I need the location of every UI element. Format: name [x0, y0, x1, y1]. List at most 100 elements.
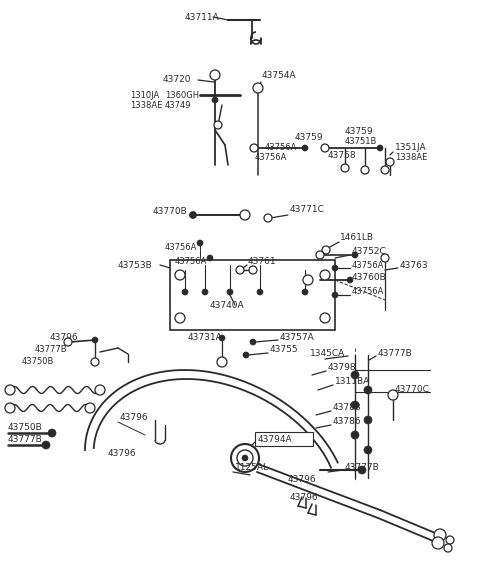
Text: 43786: 43786 [333, 417, 361, 426]
Text: 43720: 43720 [163, 76, 192, 85]
Circle shape [351, 431, 359, 439]
Circle shape [207, 255, 213, 261]
Text: 43796: 43796 [108, 448, 137, 457]
Circle shape [190, 212, 196, 218]
Text: 43777B: 43777B [35, 346, 68, 355]
Text: 43761: 43761 [248, 258, 276, 267]
Text: 43759: 43759 [295, 134, 324, 143]
Text: 43740A: 43740A [210, 301, 245, 310]
Circle shape [257, 289, 263, 295]
Text: 43763: 43763 [400, 261, 429, 270]
Text: 43756A: 43756A [255, 153, 288, 162]
Text: 1360GH: 1360GH [165, 90, 199, 99]
Text: 43754A: 43754A [262, 72, 297, 81]
Text: 43796: 43796 [288, 475, 317, 484]
Circle shape [381, 166, 389, 174]
Text: 43796: 43796 [290, 492, 319, 501]
Bar [255, 432, 313, 446]
Text: 1311BA: 1311BA [335, 377, 370, 386]
Circle shape [332, 292, 338, 298]
Text: 43771C: 43771C [290, 205, 325, 214]
Text: 1338AE: 1338AE [395, 153, 427, 162]
Text: 43770B: 43770B [153, 208, 188, 217]
Text: 43777B: 43777B [8, 435, 43, 444]
Text: 43756A: 43756A [352, 288, 384, 297]
Circle shape [364, 386, 372, 394]
Circle shape [320, 270, 330, 280]
Circle shape [92, 337, 98, 343]
Circle shape [264, 214, 272, 222]
Circle shape [388, 390, 398, 400]
Circle shape [242, 455, 248, 461]
Circle shape [332, 265, 338, 271]
Circle shape [321, 144, 329, 152]
Circle shape [446, 536, 454, 544]
Text: 43711A: 43711A [185, 12, 220, 21]
Circle shape [381, 254, 389, 262]
Text: 43755: 43755 [270, 346, 299, 355]
Circle shape [250, 144, 258, 152]
Text: 43777B: 43777B [345, 464, 380, 473]
Text: 43731A: 43731A [188, 333, 223, 342]
Circle shape [219, 335, 225, 341]
Text: 43796: 43796 [50, 333, 79, 342]
Circle shape [237, 450, 253, 466]
Circle shape [91, 358, 99, 366]
Circle shape [42, 441, 50, 449]
Text: 43794A: 43794A [258, 435, 293, 444]
Circle shape [210, 70, 220, 80]
Circle shape [316, 251, 324, 259]
Circle shape [302, 289, 308, 295]
Circle shape [212, 97, 218, 103]
Circle shape [64, 338, 72, 346]
Circle shape [386, 158, 394, 166]
Circle shape [85, 403, 95, 413]
Circle shape [231, 444, 259, 472]
Circle shape [352, 252, 358, 258]
Circle shape [217, 357, 227, 367]
Circle shape [341, 164, 349, 172]
Text: 43757A: 43757A [280, 333, 315, 342]
Text: 1461LB: 1461LB [340, 233, 374, 243]
Circle shape [358, 466, 366, 474]
Text: 1351JA: 1351JA [395, 143, 427, 152]
Text: 1345CA: 1345CA [310, 349, 345, 358]
Circle shape [202, 289, 208, 295]
Text: 43770C: 43770C [395, 386, 430, 394]
Circle shape [182, 289, 188, 295]
Circle shape [361, 166, 369, 174]
Text: 43756A: 43756A [165, 244, 197, 253]
Text: 43750B: 43750B [8, 424, 43, 433]
Text: 43751B: 43751B [345, 138, 377, 147]
Circle shape [5, 385, 15, 395]
Circle shape [432, 537, 444, 549]
Circle shape [243, 352, 249, 358]
Text: 43750B: 43750B [22, 358, 54, 367]
Text: 43753B: 43753B [118, 261, 153, 270]
Circle shape [236, 266, 244, 274]
Bar [170, 260, 335, 330]
Text: 43752C: 43752C [352, 248, 387, 257]
Circle shape [197, 240, 203, 246]
Circle shape [95, 385, 105, 395]
Circle shape [377, 145, 383, 151]
Circle shape [364, 416, 372, 424]
Text: 43796: 43796 [120, 413, 149, 422]
Circle shape [175, 270, 185, 280]
Text: 43798: 43798 [328, 364, 357, 372]
Circle shape [351, 371, 359, 379]
Circle shape [444, 544, 452, 552]
Circle shape [175, 313, 185, 323]
Text: 43760B: 43760B [352, 274, 387, 283]
Text: 43756A: 43756A [352, 261, 384, 270]
Circle shape [5, 403, 15, 413]
Circle shape [249, 266, 257, 274]
Text: 43756A: 43756A [175, 258, 207, 267]
Text: 43759: 43759 [345, 127, 373, 136]
Circle shape [364, 446, 372, 454]
Text: 1338AE: 1338AE [130, 102, 162, 111]
Circle shape [434, 529, 446, 541]
Text: 43749: 43749 [165, 102, 192, 111]
Text: 1310JA: 1310JA [130, 90, 159, 99]
Circle shape [240, 210, 250, 220]
